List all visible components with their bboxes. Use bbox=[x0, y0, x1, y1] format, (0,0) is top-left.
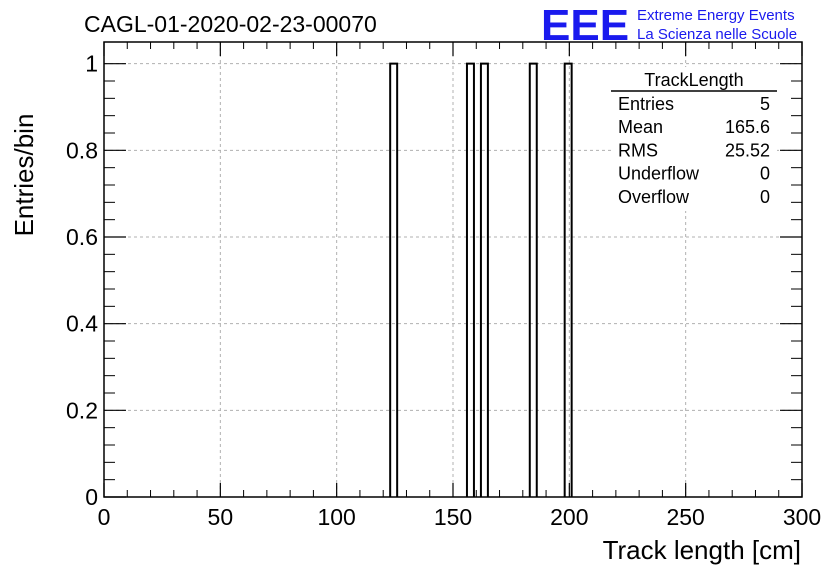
histogram-bin bbox=[563, 62, 573, 497]
x-tick-label: 250 bbox=[666, 504, 704, 530]
stats-row-label: RMS bbox=[618, 140, 658, 160]
histogram-bin bbox=[465, 62, 475, 497]
x-tick-label: 50 bbox=[208, 504, 234, 530]
y-tick-label: 1 bbox=[85, 51, 98, 77]
stats-row-value: 165.6 bbox=[725, 117, 770, 137]
histogram-bin bbox=[528, 62, 538, 497]
grid-lines bbox=[104, 42, 802, 497]
histogram-bin bbox=[479, 62, 489, 497]
y-tick-label: 0 bbox=[85, 484, 98, 510]
histogram-bars bbox=[389, 62, 573, 497]
y-axis-title: Entries/bin bbox=[9, 114, 39, 237]
stats-box-title: TrackLength bbox=[644, 70, 743, 90]
y-tick-label: 0.6 bbox=[66, 224, 98, 250]
stats-row-label: Underflow bbox=[618, 164, 700, 184]
stats-row-label: Mean bbox=[618, 117, 663, 137]
stats-rows: Entries 5 Mean 165.6 RMS 25.52 Underflow 0 Overf… bbox=[618, 94, 770, 207]
logo-line-1: Extreme Energy Events bbox=[637, 7, 795, 24]
x-tick-label: 200 bbox=[550, 504, 588, 530]
stats-row-label: Overflow bbox=[618, 187, 690, 207]
y-tick-label: 0.8 bbox=[66, 137, 98, 163]
stats-row-value: 0 bbox=[760, 187, 770, 207]
x-tick-label: 300 bbox=[783, 504, 821, 530]
x-axis-title: Track length [cm] bbox=[603, 535, 801, 565]
y-tick-label: 0.4 bbox=[66, 311, 98, 337]
stats-row-value: 0 bbox=[760, 164, 770, 184]
y-tick-labels: 0 0.2 0.4 0.6 0.8 1 bbox=[66, 51, 98, 510]
x-tick-label: 150 bbox=[434, 504, 472, 530]
x-tick-label: 0 bbox=[98, 504, 111, 530]
stats-row-value: 5 bbox=[760, 94, 770, 114]
x-tick-label: 100 bbox=[317, 504, 355, 530]
x-tick-labels: 0 50 100 150 200 250 300 bbox=[98, 504, 822, 530]
axis-ticks bbox=[103, 42, 803, 498]
run-title: CAGL-01-2020-02-23-00070 bbox=[84, 11, 377, 37]
stats-row-label: Entries bbox=[618, 94, 674, 114]
logo-line-2: La Scienza nelle Scuole bbox=[637, 26, 797, 43]
y-tick-label: 0.2 bbox=[66, 397, 98, 423]
histogram-bin bbox=[389, 62, 399, 497]
stats-box: TrackLength Entries 5 Mean 165.6 RMS 25.52 Und… bbox=[611, 67, 777, 211]
stats-row-value: 25.52 bbox=[725, 140, 770, 160]
